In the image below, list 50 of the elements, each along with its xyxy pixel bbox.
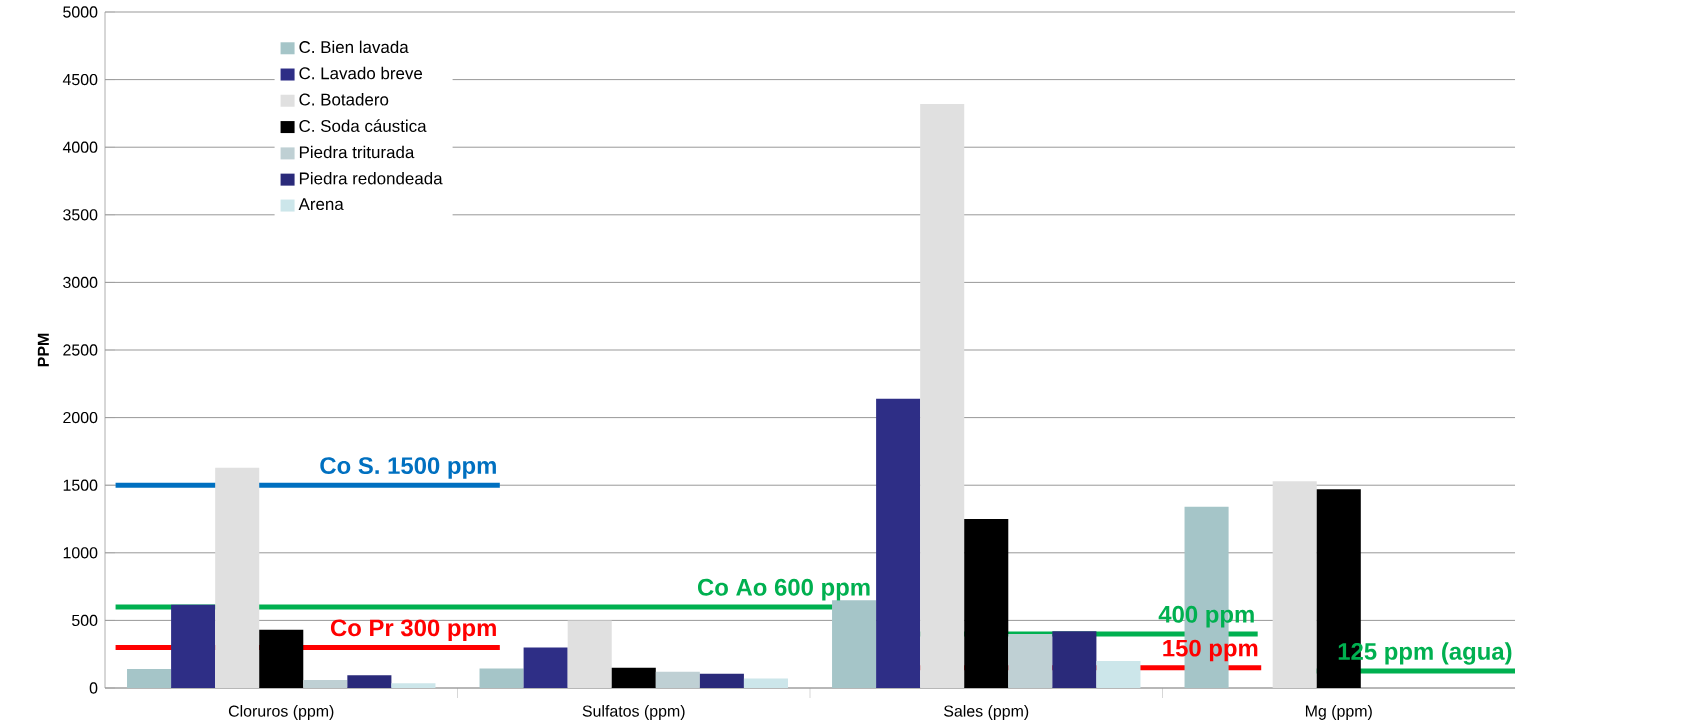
bar xyxy=(611,667,656,688)
x-tick-label: Sales (ppm) xyxy=(944,705,1029,720)
bar xyxy=(567,620,612,688)
bar xyxy=(920,103,965,688)
y-tick-label: 2000 xyxy=(63,411,98,424)
x-tick-label: Cloruros (ppm) xyxy=(228,705,334,720)
bar xyxy=(347,675,392,688)
legend-label: Piedra triturada xyxy=(299,145,415,159)
bar xyxy=(1008,633,1053,688)
y-tick-label: 1000 xyxy=(63,547,98,559)
bar xyxy=(479,668,524,688)
bar xyxy=(215,467,260,688)
legend-label: Arena xyxy=(298,198,344,211)
bar xyxy=(1052,631,1097,688)
ref-line-label: 150 ppm xyxy=(1163,639,1258,662)
y-tick-label: 3000 xyxy=(63,276,98,289)
y-tick-label: 2500 xyxy=(63,344,98,356)
bar xyxy=(832,600,877,688)
bar xyxy=(303,679,348,688)
legend-label: C. Bien lavada xyxy=(299,40,409,54)
legend-label: C. Lavado breve xyxy=(299,66,423,80)
bar xyxy=(523,647,568,688)
y-tick-label: 4500 xyxy=(62,73,98,86)
legend-label: C. Soda cáustica xyxy=(299,119,427,132)
bar xyxy=(964,519,1009,688)
y-tick-label: 3500 xyxy=(63,209,98,221)
bar xyxy=(1096,660,1141,688)
ref-line-label: Co Pr 300 ppm xyxy=(330,619,496,642)
bar xyxy=(1272,481,1317,688)
bar xyxy=(391,683,436,688)
y-axis-title: PPM xyxy=(37,333,49,367)
bar xyxy=(876,398,921,688)
x-tick-label: Sulfatos (ppm) xyxy=(582,705,685,720)
y-tick-label: 5000 xyxy=(63,6,98,18)
x-tick-label: Mg (ppm) xyxy=(1305,705,1372,720)
y-tick-label: 4000 xyxy=(62,141,98,153)
legend-label: Piedra redondeada xyxy=(299,171,443,185)
ref-line-label: 400 ppm xyxy=(1158,605,1254,628)
y-tick-label: 500 xyxy=(71,614,98,627)
bar xyxy=(743,678,788,688)
ref-line-label: Co Ao 600 ppm xyxy=(697,578,870,601)
y-tick-label: 1500 xyxy=(63,479,98,491)
bar xyxy=(127,669,172,688)
bar xyxy=(259,629,304,688)
ref-line-label: Co S. 1500 ppm xyxy=(320,457,496,479)
y-tick-label: 0 xyxy=(89,682,98,694)
bar xyxy=(699,673,744,688)
bar xyxy=(655,671,700,688)
legend-label: C. Botadero xyxy=(299,93,389,106)
bar xyxy=(171,604,216,688)
